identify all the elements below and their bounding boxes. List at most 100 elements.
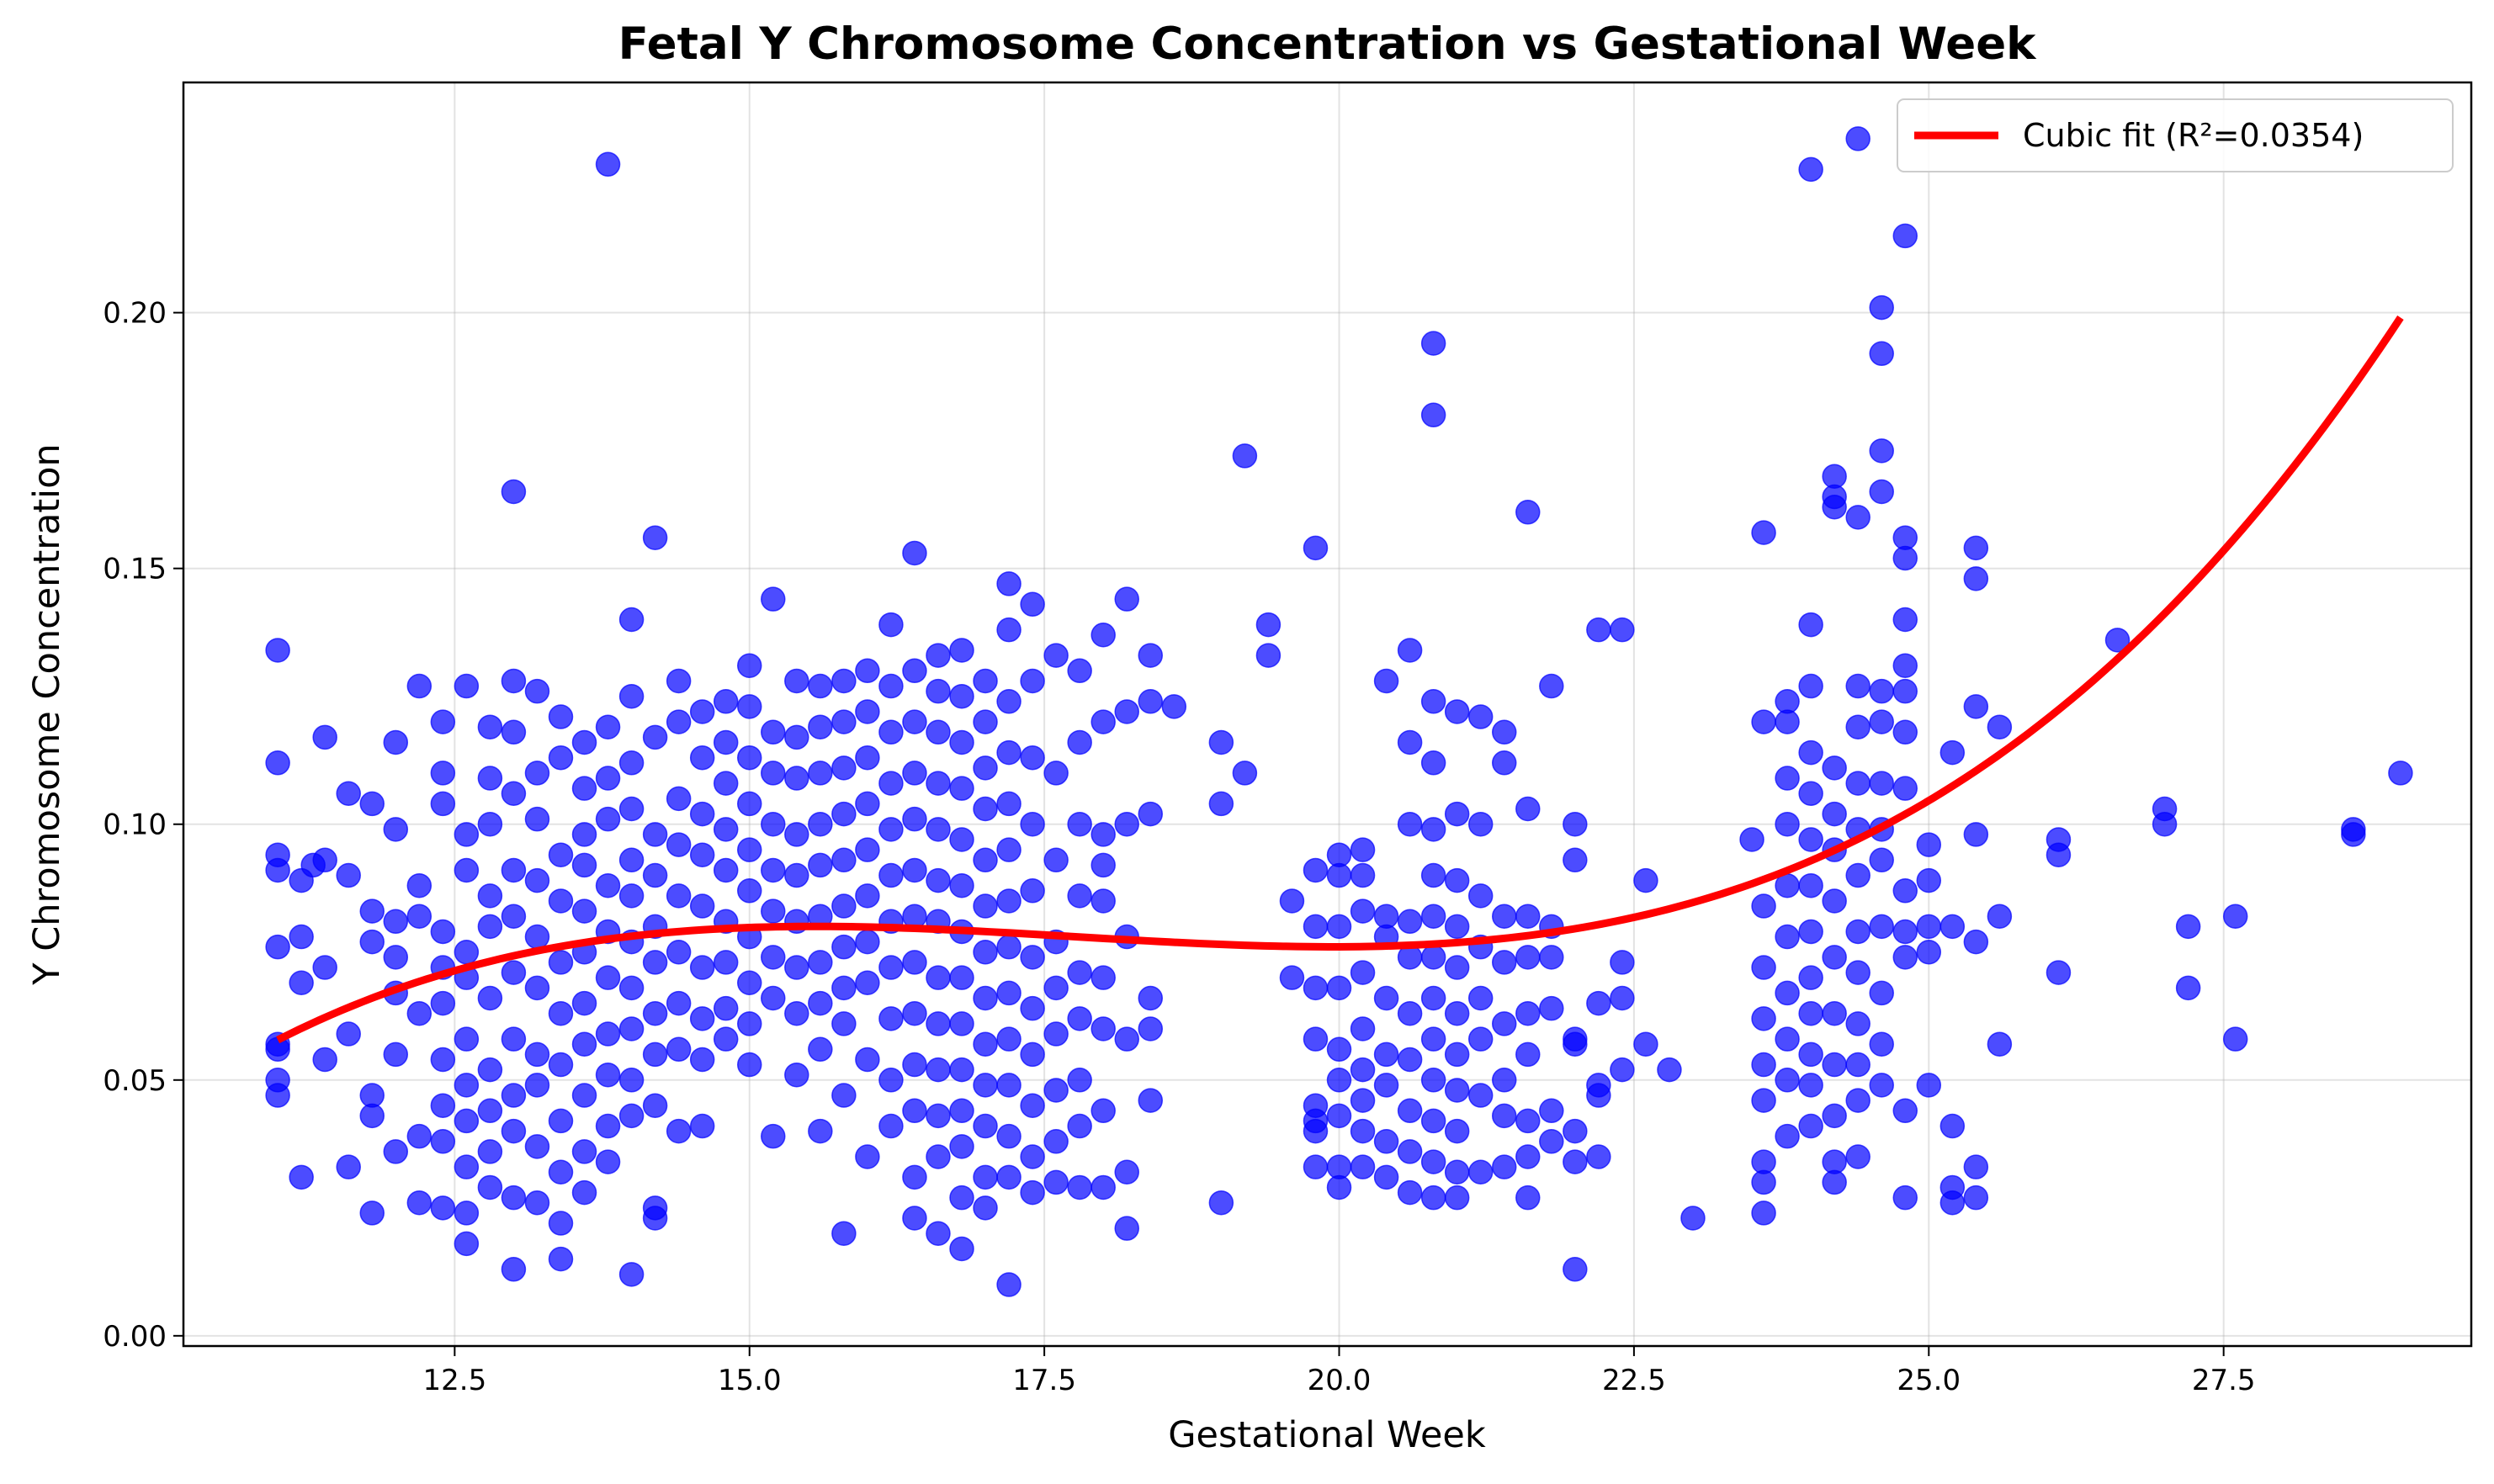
data-point	[289, 1164, 314, 1190]
data-point	[2175, 914, 2201, 940]
data-point	[571, 776, 597, 801]
data-point	[1963, 1154, 1989, 1179]
data-point	[289, 924, 314, 950]
data-point	[1491, 1068, 1517, 1093]
data-point	[1303, 914, 1329, 940]
data-point	[454, 1154, 480, 1179]
data-point	[1586, 617, 1611, 643]
data-point	[713, 771, 739, 796]
data-point	[1420, 689, 1446, 714]
data-point	[265, 750, 290, 776]
data-point	[1845, 1011, 1870, 1036]
data-point	[855, 658, 880, 684]
data-point	[761, 586, 786, 612]
data-point	[1397, 1098, 1423, 1124]
data-point	[618, 1016, 645, 1041]
data-point	[1845, 771, 1870, 796]
data-point	[761, 1123, 786, 1149]
data-point	[1090, 852, 1116, 878]
data-point	[406, 1123, 432, 1149]
data-point	[949, 1011, 974, 1036]
data-point	[1114, 699, 1139, 724]
data-point	[831, 668, 857, 694]
data-point	[406, 1190, 432, 1216]
data-point	[430, 1129, 456, 1154]
data-point	[689, 699, 715, 724]
data-point	[1491, 750, 1517, 776]
data-point	[1892, 653, 1918, 678]
data-point	[336, 862, 361, 888]
data-point	[501, 1257, 527, 1282]
data-point	[595, 1021, 621, 1047]
data-point	[1586, 1144, 1611, 1169]
data-point	[1350, 1057, 1376, 1083]
data-point	[808, 990, 833, 1016]
data-point	[477, 1057, 503, 1083]
data-point	[2152, 811, 2178, 837]
data-point	[831, 1011, 857, 1036]
data-point	[713, 729, 739, 755]
data-point	[736, 791, 762, 817]
data-point	[926, 1103, 951, 1129]
data-point	[1232, 761, 1258, 786]
data-point	[1563, 1149, 1588, 1174]
data-point	[1373, 1041, 1399, 1068]
data-point	[973, 893, 998, 919]
data-point	[1845, 1088, 1870, 1113]
data-point	[926, 643, 951, 668]
data-point	[1090, 822, 1116, 847]
data-point	[878, 612, 904, 638]
data-point	[1020, 1093, 1045, 1118]
data-point	[548, 704, 574, 729]
data-point	[784, 862, 809, 888]
data-point	[689, 1047, 715, 1073]
data-point	[642, 862, 668, 888]
data-point	[784, 668, 809, 694]
data-point	[1515, 1144, 1541, 1169]
data-point	[878, 817, 904, 842]
data-point	[996, 1073, 1021, 1098]
data-point	[1845, 960, 1870, 985]
data-point	[689, 801, 715, 827]
data-point	[548, 1052, 574, 1078]
data-point	[1491, 904, 1517, 929]
data-point	[1822, 801, 1847, 827]
data-point	[1633, 867, 1658, 893]
data-point	[902, 1164, 927, 1190]
data-point	[902, 950, 927, 975]
data-point	[1373, 985, 1399, 1011]
data-point	[1467, 811, 1494, 837]
data-point	[1963, 566, 1989, 591]
data-point	[784, 766, 809, 791]
data-point	[618, 847, 645, 873]
plot-frame	[182, 81, 2473, 1348]
data-point	[1020, 945, 1045, 970]
data-point	[1798, 1000, 1823, 1026]
data-point	[1963, 1185, 1989, 1211]
data-point	[1775, 980, 1800, 1006]
y-tick-label: 0.00	[103, 1320, 167, 1354]
data-point	[1916, 914, 1942, 940]
data-point	[855, 791, 880, 817]
data-point	[713, 1026, 739, 1052]
data-point	[1869, 438, 1894, 464]
data-point	[1539, 673, 1564, 699]
data-point	[430, 709, 456, 734]
data-point	[571, 1031, 597, 1057]
data-point	[736, 837, 762, 862]
data-point	[761, 945, 786, 970]
data-point	[926, 965, 951, 990]
data-point	[926, 1011, 951, 1036]
data-point	[1845, 1052, 1870, 1078]
data-point	[1892, 223, 1918, 249]
data-point	[1020, 745, 1045, 771]
data-point	[973, 1195, 998, 1221]
data-point	[1326, 1103, 1352, 1129]
data-point	[666, 709, 692, 734]
data-point	[359, 791, 385, 817]
data-point	[454, 857, 480, 883]
data-point	[383, 729, 409, 755]
data-point	[1775, 1026, 1800, 1052]
x-tick-label: 12.5	[423, 1364, 487, 1397]
data-point	[808, 852, 833, 878]
